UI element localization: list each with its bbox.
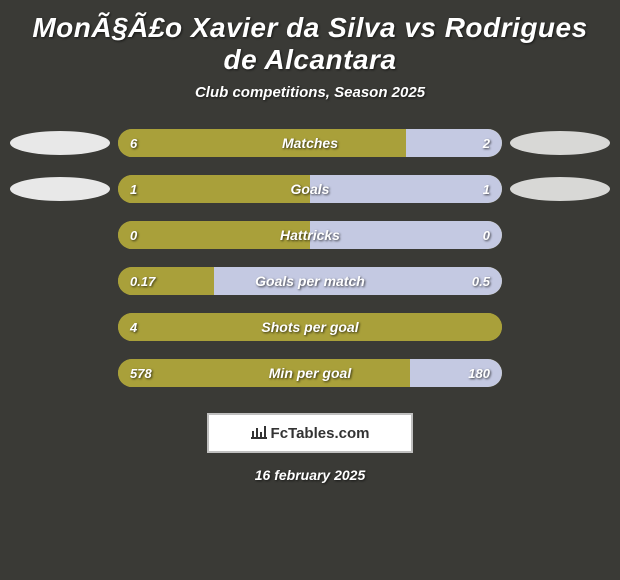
stat-row: 578180Min per goal bbox=[10, 359, 610, 387]
stat-label: Hattricks bbox=[118, 221, 502, 249]
brand-badge: FcTables.com bbox=[207, 413, 413, 453]
player2-avatar bbox=[510, 131, 610, 155]
stat-row: 4Shots per goal bbox=[10, 313, 610, 341]
stat-bar: 4Shots per goal bbox=[118, 313, 502, 341]
avatar-spacer bbox=[10, 269, 110, 293]
avatar-spacer bbox=[510, 223, 610, 247]
stat-row: 11Goals bbox=[10, 175, 610, 203]
avatar-spacer bbox=[510, 269, 610, 293]
chart-icon bbox=[251, 425, 267, 441]
stat-bar: 00Hattricks bbox=[118, 221, 502, 249]
subtitle: Club competitions, Season 2025 bbox=[0, 84, 620, 101]
player1-avatar bbox=[10, 177, 110, 201]
player2-avatar bbox=[510, 177, 610, 201]
stat-label: Goals per match bbox=[118, 267, 502, 295]
stat-label: Shots per goal bbox=[118, 313, 502, 341]
avatar-spacer bbox=[510, 361, 610, 385]
stat-bar: 578180Min per goal bbox=[118, 359, 502, 387]
stat-bar: 11Goals bbox=[118, 175, 502, 203]
stat-label: Goals bbox=[118, 175, 502, 203]
page-title: MonÃ§Ã£o Xavier da Silva vs Rodrigues de… bbox=[0, 0, 620, 84]
stat-label: Min per goal bbox=[118, 359, 502, 387]
stat-label: Matches bbox=[118, 129, 502, 157]
avatar-spacer bbox=[510, 315, 610, 339]
stat-bar: 0.170.5Goals per match bbox=[118, 267, 502, 295]
stat-row: 0.170.5Goals per match bbox=[10, 267, 610, 295]
date-label: 16 february 2025 bbox=[0, 467, 620, 483]
stat-row: 00Hattricks bbox=[10, 221, 610, 249]
player1-avatar bbox=[10, 131, 110, 155]
brand-label: FcTables.com bbox=[271, 425, 370, 442]
stat-bar: 62Matches bbox=[118, 129, 502, 157]
stat-row: 62Matches bbox=[10, 129, 610, 157]
avatar-spacer bbox=[10, 223, 110, 247]
avatar-spacer bbox=[10, 315, 110, 339]
avatar-spacer bbox=[10, 361, 110, 385]
stats-container: 62Matches 11Goals 00Hattricks 0.170.5Goals … bbox=[0, 129, 620, 387]
